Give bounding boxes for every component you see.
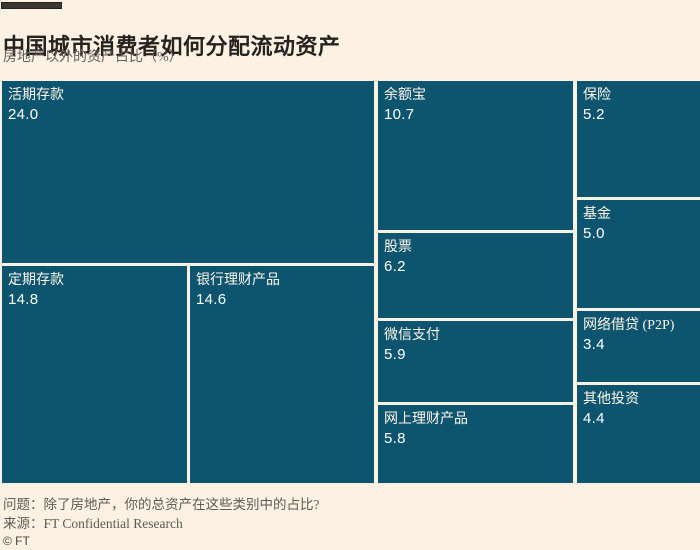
cell-label: 银行理财产品 (196, 273, 280, 288)
cell-value: 24.0 (8, 106, 39, 123)
cell-value: 10.7 (384, 106, 415, 123)
footer-copyright: © FT (3, 534, 30, 548)
cell-label: 网上理财产品 (384, 412, 468, 427)
treemap-cell-insurance: 保险 5.2 (577, 81, 700, 197)
treemap-cell-funds: 基金 5.0 (577, 200, 700, 308)
cell-label: 网络借贷 (P2P) (583, 318, 675, 333)
cell-value: 5.8 (384, 430, 406, 447)
cell-value: 6.2 (384, 258, 406, 275)
page-title: 中国城市消费者如何分配流动资产 (3, 33, 341, 59)
ft-accent-bar (1, 2, 62, 9)
cell-label: 微信支付 (384, 328, 440, 343)
treemap-cell-demand-deposits: 活期存款 24.0 (2, 81, 374, 263)
cell-value: 14.8 (8, 291, 39, 308)
cell-label: 定期存款 (8, 273, 64, 288)
cell-label: 保险 (583, 88, 611, 103)
chart-subtitle: 房地产以外的资产占比（%） (3, 50, 183, 65)
cell-value: 4.4 (583, 410, 605, 427)
cell-label: 股票 (384, 240, 412, 255)
cell-label: 余额宝 (384, 88, 426, 103)
cell-value: 14.6 (196, 291, 227, 308)
treemap-cell-p2p-lending: 网络借贷 (P2P) 3.4 (577, 311, 700, 382)
treemap-cell-yuebao: 余额宝 10.7 (378, 81, 573, 230)
cell-value: 3.4 (583, 336, 605, 353)
cell-value: 5.9 (384, 346, 406, 363)
cell-value: 5.0 (583, 225, 605, 242)
footer-source: 来源：FT Confidential Research (3, 516, 183, 531)
treemap-cell-wechat-pay: 微信支付 5.9 (378, 321, 573, 402)
chart-footer: 问题：除了房地产，你的总资产在这些类别中的占比? 来源：FT Confident… (3, 495, 320, 549)
treemap-cell-stocks: 股票 6.2 (378, 233, 573, 318)
cell-value: 5.2 (583, 106, 605, 123)
treemap-cell-other-investments: 其他投资 4.4 (577, 385, 700, 483)
cell-label: 基金 (583, 207, 611, 222)
footer-question: 问题：除了房地产，你的总资产在这些类别中的占比? (3, 497, 320, 512)
treemap-cell-online-wealth-products: 网上理财产品 5.8 (378, 405, 573, 483)
cell-label: 其他投资 (583, 392, 639, 407)
treemap-cell-bank-wealth-products: 银行理财产品 14.6 (190, 266, 374, 483)
treemap-cell-time-deposits: 定期存款 14.8 (2, 266, 187, 483)
cell-label: 活期存款 (8, 88, 64, 103)
